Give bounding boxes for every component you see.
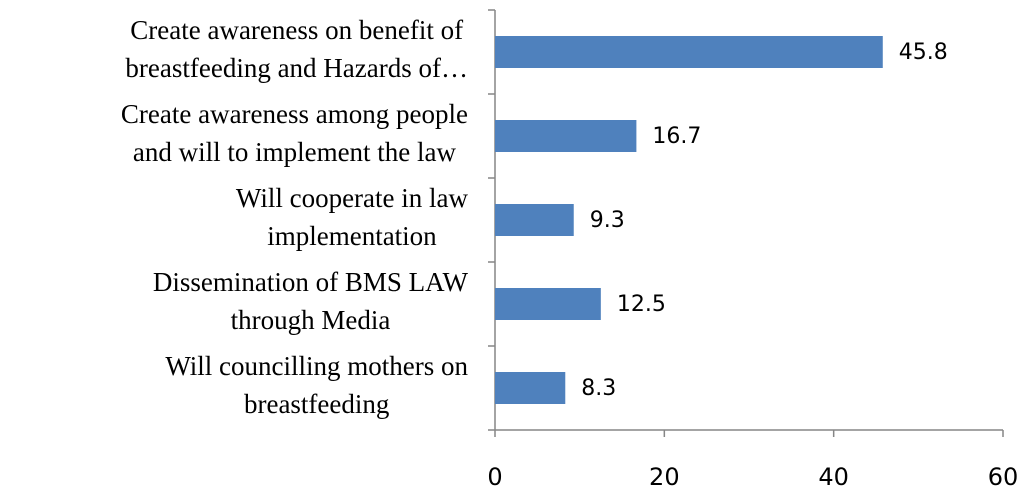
bar <box>495 36 883 68</box>
x-tick-label: 40 <box>818 463 849 491</box>
y-tick-label: breastfeeding <box>244 389 389 419</box>
bar <box>495 204 574 236</box>
y-tick-label: breastfeeding and Hazards of… <box>125 53 468 83</box>
y-tick-label: and will to implement the law <box>133 137 457 167</box>
x-tick-label: 0 <box>487 463 502 491</box>
bar <box>495 372 566 404</box>
bar <box>495 288 601 320</box>
y-tick-label: through Media <box>231 305 391 335</box>
value-label: 45.8 <box>899 40 948 65</box>
y-tick-label: Create awareness on benefit of <box>130 15 463 45</box>
value-label: 12.5 <box>617 292 666 317</box>
x-tick-label: 20 <box>649 463 680 491</box>
bar <box>495 120 637 152</box>
y-tick-label: Create awareness among people <box>121 99 468 129</box>
y-tick-label: Dissemination of BMS LAW <box>153 267 469 297</box>
value-label: 9.3 <box>590 208 625 233</box>
y-tick-label: Will councilling mothers on <box>165 351 468 381</box>
y-tick-label: Will cooperate in law <box>236 183 469 213</box>
value-label: 8.3 <box>581 376 616 401</box>
y-tick-label: implementation <box>267 221 437 251</box>
value-label: 16.7 <box>652 124 701 149</box>
x-tick-label: 60 <box>988 463 1019 491</box>
